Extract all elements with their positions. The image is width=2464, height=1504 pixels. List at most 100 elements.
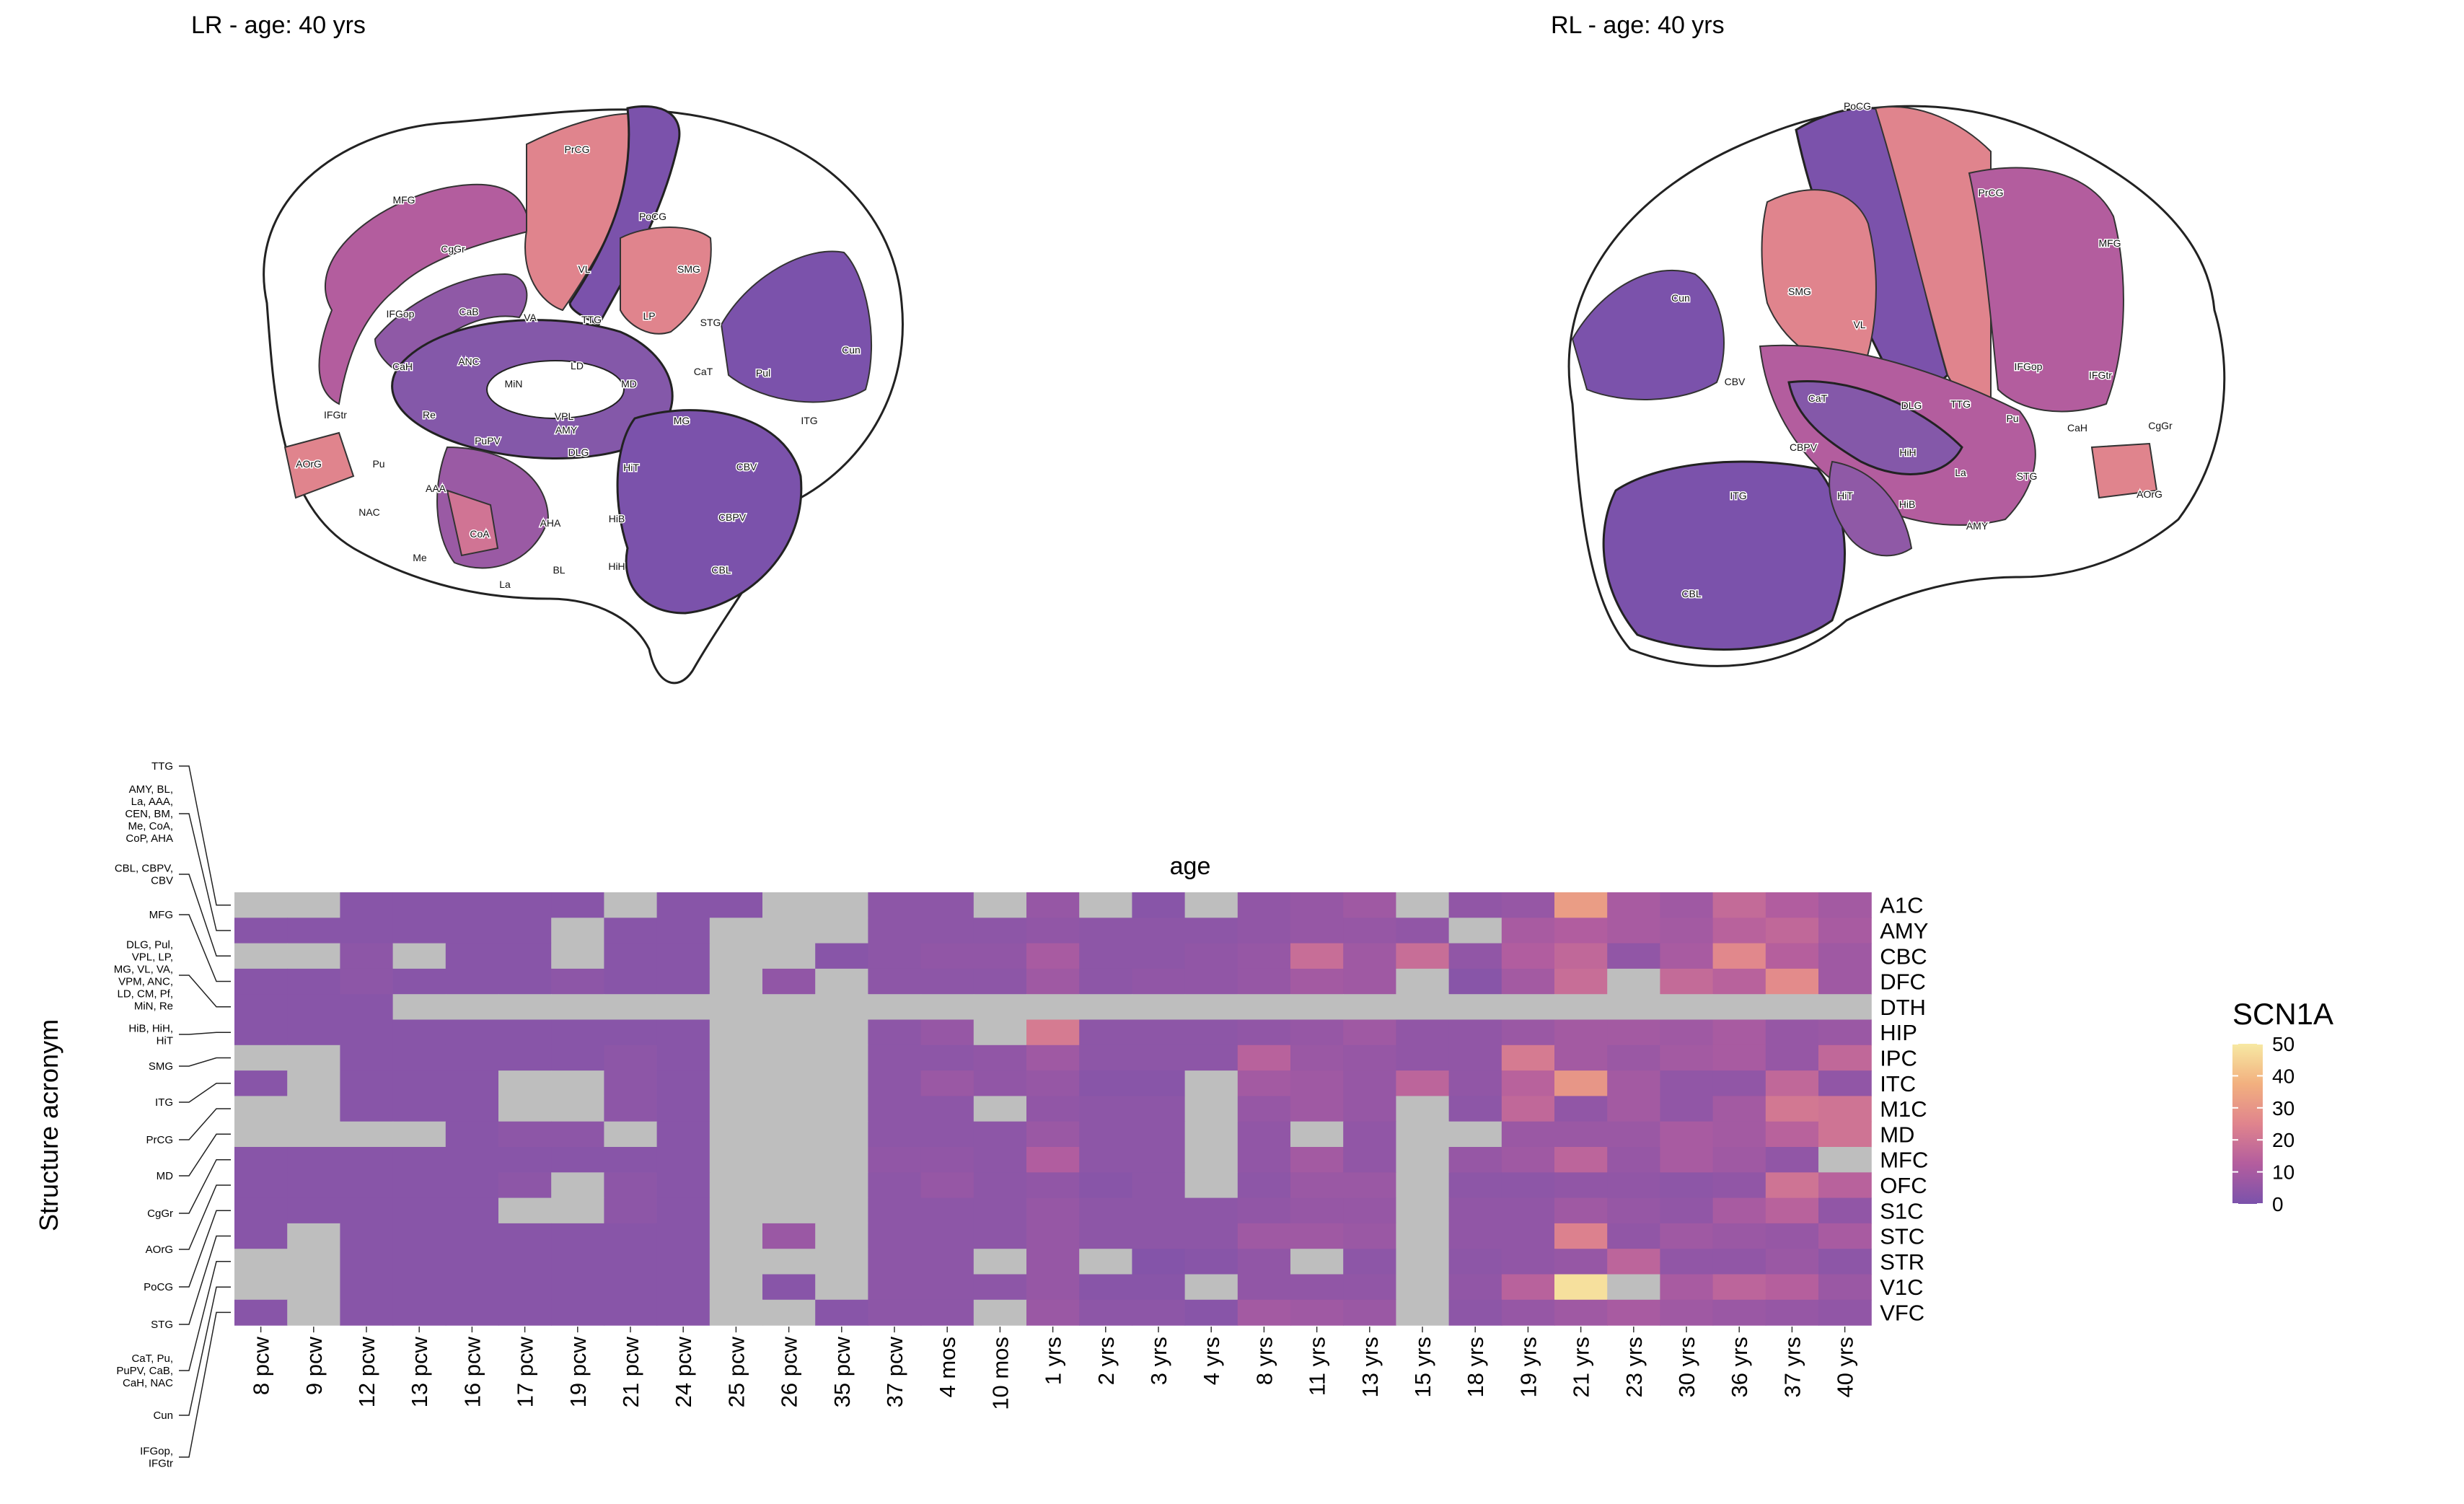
- heatmap-cell-DFC-7: [604, 968, 658, 995]
- heatmap-cell-STC-23: [1448, 1223, 1502, 1249]
- heatmap-cell-IPC-19: [1237, 1045, 1291, 1071]
- heatmap-cell-STR-4: [445, 1249, 499, 1275]
- heatmap-cell-DTH-18: [1184, 994, 1238, 1021]
- heatmap-cell-S1C-21: [1343, 1197, 1396, 1224]
- heatmap-cell-S1C-9: [709, 1197, 763, 1224]
- heatmap-cell-MD-14: [973, 1121, 1027, 1148]
- heatmap-cell-OFC-4: [445, 1172, 499, 1199]
- group-legend-label: STG: [151, 1319, 173, 1331]
- heatmap-cell-STR-13: [920, 1249, 974, 1275]
- heatmap-cell-A1C-2: [340, 892, 394, 918]
- heatmap-cell-MD-19: [1237, 1121, 1291, 1148]
- region-right-mfg: [1968, 167, 2124, 413]
- heatmap-cell-AMY-6: [551, 918, 604, 944]
- heatmap-cell-CBC-15: [1026, 943, 1080, 969]
- heatmap-cell-MD-3: [392, 1121, 446, 1148]
- heatmap-cell-HIP-30: [1818, 1019, 1872, 1046]
- brain-left-label: CBL: [711, 564, 731, 576]
- heatmap-cell-DFC-15: [1026, 968, 1080, 995]
- heatmap-cell-MFC-9: [709, 1147, 763, 1173]
- brain-left-label: AMY: [555, 424, 578, 436]
- row-label-AMY: AMY: [1880, 918, 1928, 944]
- heatmap-cell-DFC-11: [815, 968, 868, 995]
- heatmap-cell-STC-7: [604, 1223, 658, 1249]
- group-legend-label: Me, CoA,: [128, 820, 173, 832]
- brain-right-label: STG: [2017, 470, 2038, 482]
- heatmap-cell-ITC-2: [340, 1070, 394, 1096]
- heatmap-cell-IPC-18: [1184, 1045, 1238, 1071]
- column-label: 24 pcw: [671, 1336, 696, 1407]
- heatmap-cell-VFC-7: [604, 1299, 658, 1326]
- heatmap-cell-IPC-28: [1712, 1045, 1766, 1071]
- heatmap-cell-VFC-5: [498, 1299, 552, 1326]
- heatmap-cell-STR-21: [1343, 1249, 1396, 1275]
- column-label: 16 pcw: [459, 1336, 485, 1407]
- heatmap-cell-IPC-27: [1660, 1045, 1714, 1071]
- heatmap-cell-DTH-25: [1554, 994, 1608, 1021]
- brain-right-illustration: [1567, 105, 2226, 667]
- brain-left-label: PoCG: [639, 211, 666, 222]
- heatmap-cell-MD-20: [1290, 1121, 1344, 1148]
- heatmap-cell-M1C-27: [1660, 1096, 1714, 1122]
- heatmap-cell-ITC-17: [1132, 1070, 1186, 1096]
- heatmap-cell-DFC-16: [1079, 968, 1132, 995]
- heatmap-cell-DFC-21: [1343, 968, 1396, 995]
- heatmap-cell-VFC-20: [1290, 1299, 1344, 1326]
- brain-left-label: CaH: [392, 361, 413, 372]
- heatmap-cell-AMY-14: [973, 918, 1027, 944]
- heatmap-cell-ITC-19: [1237, 1070, 1291, 1096]
- heatmap-cell-MD-6: [551, 1121, 604, 1148]
- heatmap-cell-VFC-11: [815, 1299, 868, 1326]
- brain-left-label: LP: [643, 310, 655, 322]
- heatmap-cell-AMY-11: [815, 918, 868, 944]
- heatmap-cell-AMY-0: [234, 918, 288, 944]
- heatmap-cell-S1C-16: [1079, 1197, 1132, 1224]
- heatmap-cell-OFC-3: [392, 1172, 446, 1199]
- heatmap-cell-CBC-1: [287, 943, 340, 969]
- group-legend-connector: [179, 1108, 231, 1140]
- heatmap-cell-A1C-30: [1818, 892, 1872, 918]
- heatmap-cell-V1C-30: [1818, 1274, 1872, 1301]
- heatmap-cell-MFC-3: [392, 1147, 446, 1173]
- heatmap-cell-AMY-26: [1607, 918, 1660, 944]
- brain-right-label: IFGtr: [2089, 369, 2112, 381]
- heatmap-cell-M1C-17: [1132, 1096, 1186, 1122]
- heatmap-cell-HIP-12: [868, 1019, 922, 1046]
- heatmap-cell-STR-26: [1607, 1249, 1660, 1275]
- heatmap-cell-HIP-0: [234, 1019, 288, 1046]
- group-legend-label: ITG: [155, 1096, 173, 1109]
- heatmap-cell-CBC-10: [762, 943, 816, 969]
- heatmap-cell-A1C-6: [551, 892, 604, 918]
- group-legend-connector: [179, 874, 231, 957]
- group-legend-connector: [179, 1032, 231, 1035]
- heatmap-cell-MFC-23: [1448, 1147, 1502, 1173]
- heatmap-cell-V1C-10: [762, 1274, 816, 1301]
- heatmap-cell-VFC-10: [762, 1299, 816, 1326]
- color-legend-ticks: 50 40 30 20 10 0: [2232, 1033, 2294, 1215]
- group-legend-connector: [179, 1184, 231, 1250]
- heatmap-cell-S1C-24: [1501, 1197, 1555, 1224]
- heatmap-cell-MFC-29: [1765, 1147, 1819, 1173]
- region-right-cun: [1571, 269, 1725, 400]
- heatmap-cell-CBC-22: [1396, 943, 1450, 969]
- heatmap-cell-DTH-28: [1712, 994, 1766, 1021]
- row-label-DFC: DFC: [1880, 969, 1926, 995]
- heatmap-cell-A1C-10: [762, 892, 816, 918]
- heatmap-cell-A1C-25: [1554, 892, 1608, 918]
- heatmap-cell-V1C-19: [1237, 1274, 1291, 1301]
- column-label: 11 yrs: [1305, 1337, 1330, 1396]
- heatmap-cell-VFC-23: [1448, 1299, 1502, 1326]
- heatmap-cell-S1C-28: [1712, 1197, 1766, 1224]
- brain-left-label: PuPV: [475, 435, 501, 447]
- heatmap-cell-ITC-12: [868, 1070, 922, 1096]
- column-label: 2 yrs: [1094, 1337, 1119, 1385]
- heatmap-cell-CBC-11: [815, 943, 868, 969]
- heatmap-cell-MD-2: [340, 1121, 394, 1148]
- brain-right-labels: PoCG PrCG MFG Cun SMG VL CBV CaT DLG TTG IFGop IFGt…: [1671, 100, 2174, 601]
- heatmap-cell-A1C-23: [1448, 892, 1502, 918]
- heatmap-cell-VFC-8: [656, 1299, 710, 1326]
- column-label: 37 yrs: [1779, 1337, 1805, 1397]
- heatmap-cell-V1C-9: [709, 1274, 763, 1301]
- heatmap-cell-STR-22: [1396, 1249, 1450, 1275]
- heatmap-cell-AMY-5: [498, 918, 552, 944]
